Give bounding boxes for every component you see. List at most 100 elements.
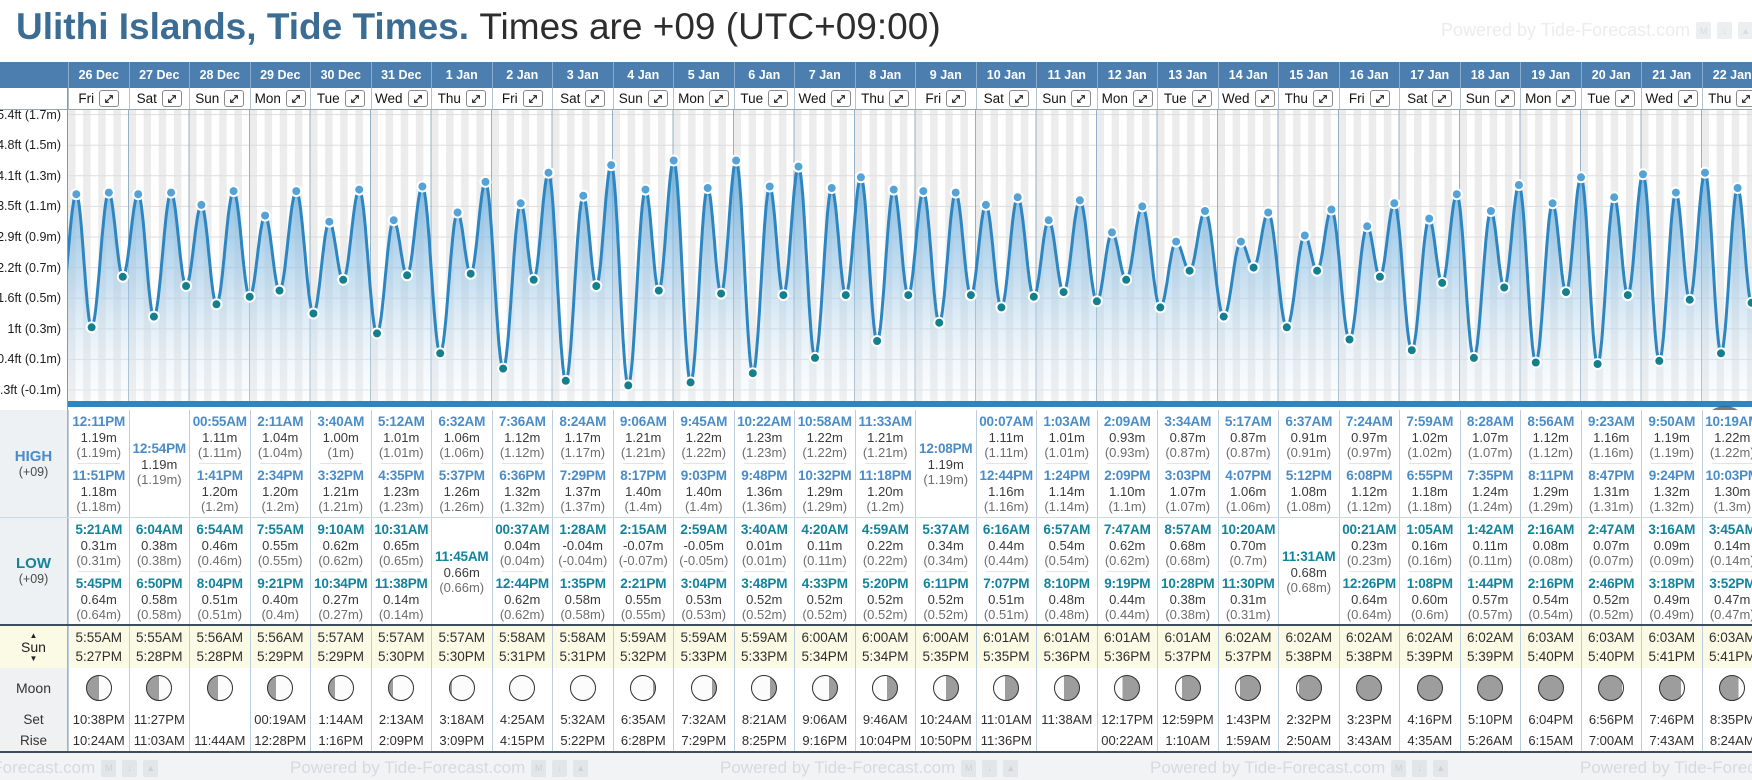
expand-day-button[interactable]	[344, 90, 365, 107]
weekday-label: Fri	[1348, 91, 1365, 106]
expand-icon	[1015, 94, 1023, 103]
expand-day-button[interactable]	[1071, 90, 1092, 107]
expand-day-button[interactable]	[1432, 90, 1453, 107]
tide-time: 7:47AM	[1103, 521, 1151, 537]
expand-day-button[interactable]	[768, 90, 789, 107]
moonset-cell: 6:35AM	[612, 708, 674, 730]
entry-divider	[1711, 463, 1752, 464]
tide-height: 0.08m	[1532, 537, 1569, 553]
date-cell: 22 Jan	[1701, 62, 1752, 88]
expand-day-button[interactable]	[465, 90, 486, 107]
tide-height-alt: (0.22m)	[862, 552, 908, 568]
tide-height: 1.21m	[625, 429, 662, 445]
expand-day-button[interactable]	[522, 90, 543, 107]
expand-day-button[interactable]	[1008, 90, 1029, 107]
moonrise-cells: 10:24AM 11:03AM 11:44AM 12:28PM 1:16PM 2:09PM…	[68, 730, 1752, 751]
tide-height: 1.07m	[1472, 429, 1509, 445]
expand-day-button[interactable]	[1736, 90, 1752, 107]
sunrise-time: 6:01AM	[1043, 630, 1091, 645]
entry-divider	[1590, 571, 1632, 572]
tide-time: 1:44PM	[1467, 575, 1514, 591]
high-tide-row: HIGH (+09) 12:11PM 1.19m (1.19m) 11:51PM 1.1…	[0, 410, 1752, 517]
tide-height-alt: (0.55m)	[257, 552, 303, 568]
expand-day-button[interactable]	[889, 90, 910, 107]
expand-day-button[interactable]	[709, 90, 730, 107]
expand-day-button[interactable]	[946, 90, 967, 107]
tide-height-alt: (0.7m)	[1229, 552, 1268, 568]
tide-entry: 11:45AM 0.66m (0.66m)	[432, 518, 492, 624]
tide-time: 6:54AM	[196, 521, 244, 537]
tide-time: 7:29PM	[559, 467, 606, 483]
low-tide-cell: 2:16AM 0.08m (0.08m) 2:16PM 0.54m (0.54m)	[1520, 518, 1581, 624]
moon-phase-icon	[569, 675, 596, 701]
date-cell: 30 Dec	[310, 62, 371, 88]
tide-height-alt: (1.32m)	[499, 498, 545, 514]
expand-day-button[interactable]	[1556, 90, 1577, 107]
weekday-label: Mon	[1101, 91, 1128, 106]
expand-day-button[interactable]	[1191, 90, 1212, 107]
expand-day-button[interactable]	[285, 90, 306, 107]
tide-height: 1.20m	[201, 483, 238, 499]
high-tide-cell: 12:08PM 1.19m (1.19m)	[915, 410, 976, 517]
expand-day-button[interactable]	[1615, 90, 1636, 107]
sunrise-time: 6:03AM	[1527, 630, 1575, 645]
tide-time: 6:57AM	[1043, 521, 1091, 537]
tide-height-alt: (1m)	[327, 444, 355, 460]
expand-icon	[653, 94, 662, 103]
expand-day-button[interactable]	[224, 90, 245, 107]
moon-phase-cell	[1399, 668, 1460, 708]
watermark-text: Powered by Tide-Forecast.com	[290, 758, 526, 777]
low-tide-cell: 11:45AM 0.66m (0.66m)	[431, 518, 492, 624]
expand-day-button[interactable]	[647, 90, 668, 107]
high-tide-cell: 9:23AM 1.16m (1.16m) 8:47PM 1.31m (1.31m)	[1580, 410, 1642, 517]
y-axis-label: 1ft (0.3m)	[7, 321, 62, 336]
moonset-cell: 9:06AM	[794, 708, 855, 730]
expand-day-button[interactable]	[1254, 90, 1275, 107]
expand-day-button[interactable]	[161, 90, 182, 107]
sunset-time: 5:41PM	[1648, 649, 1696, 664]
sun-times-cell: 5:56AM 5:29PM	[249, 626, 311, 668]
expand-day-button[interactable]	[99, 90, 120, 107]
tide-height-alt: (0.51m)	[197, 606, 243, 622]
tide-entry: 9:45AM 1.22m (1.22m)	[674, 410, 734, 463]
tide-height-alt: (0.38m)	[136, 552, 182, 568]
moonrise-cell: 8:24AM	[1701, 730, 1752, 751]
tide-height: 1.26m	[443, 483, 480, 499]
date-cell: 10 Jan	[975, 62, 1037, 88]
expand-day-button[interactable]	[1678, 90, 1698, 107]
tide-height-alt: (1.3m)	[1713, 498, 1752, 514]
tide-height-alt: (0.14m)	[378, 606, 424, 622]
tide-time: 8:28AM	[1466, 413, 1514, 429]
tide-height-alt: (1.19m)	[923, 471, 969, 487]
tide-height: 0.49m	[1653, 591, 1690, 607]
tide-time: 12:44PM	[979, 467, 1034, 483]
expand-day-button[interactable]	[831, 90, 851, 107]
tide-entry: 2:16AM 0.08m (0.08m)	[1521, 518, 1581, 571]
expand-day-button[interactable]	[1494, 90, 1515, 107]
sunset-time: 5:40PM	[1587, 649, 1635, 664]
expand-day-button[interactable]	[1369, 90, 1390, 107]
moonrise-time: 7:29PM	[681, 733, 727, 748]
expand-day-button[interactable]	[1312, 90, 1333, 107]
tide-height-alt: (1.37m)	[560, 498, 606, 514]
moonrise-cell: 7:00AM	[1580, 730, 1642, 751]
weekday-cell: Sun	[612, 88, 674, 109]
moonset-cell: 7:46PM	[1641, 708, 1702, 730]
expand-day-button[interactable]	[1132, 90, 1153, 107]
tide-entry: 10:20AM 0.70m (0.7m)	[1219, 518, 1279, 571]
tide-height: 0.44m	[1109, 591, 1146, 607]
moonset-time: 7:32AM	[681, 711, 727, 727]
expand-icon	[837, 94, 845, 103]
weekday-label: Mon	[1525, 91, 1552, 106]
expand-day-button[interactable]	[585, 90, 606, 107]
sun-times-cell: 5:56AM 5:28PM	[189, 626, 250, 668]
moonrise-cell: 1:59AM	[1217, 730, 1279, 751]
tide-time: 00:07AM	[979, 413, 1034, 429]
tide-time: 5:45PM	[75, 575, 122, 591]
expand-day-button[interactable]	[407, 90, 428, 107]
tide-entry: 10:58AM 1.22m (1.22m)	[795, 410, 855, 463]
weekday-cell: Sun	[1036, 88, 1097, 109]
